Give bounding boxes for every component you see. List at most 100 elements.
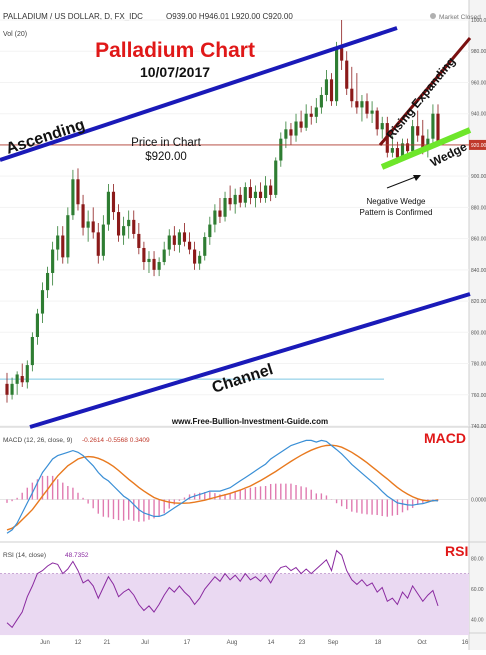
ohlc-values: O939.00 H946.01 L920.00 C920.00 <box>166 12 293 21</box>
candle-body <box>81 204 85 228</box>
candle-body <box>421 135 425 149</box>
candle-body <box>426 138 430 149</box>
macd-line <box>6 439 439 534</box>
candle-body <box>294 121 298 136</box>
candle-body <box>177 232 181 245</box>
rsi-band <box>0 573 469 636</box>
candle-body <box>284 129 288 139</box>
candle-body <box>25 365 29 383</box>
ascending-channel-upper <box>0 26 398 162</box>
price-tick-label: 780.00 <box>471 362 486 368</box>
price-tick-label: 1000.00 <box>471 18 486 24</box>
candle-body <box>71 179 75 216</box>
candle-body <box>274 160 278 195</box>
candle-body <box>289 129 293 136</box>
candle-body <box>329 79 334 102</box>
price-tick-label: 740.00 <box>471 424 486 430</box>
time-tick-label: 14 <box>268 640 275 646</box>
watermark: www.Free-Bullion-Investment-Guide.com <box>171 417 328 426</box>
candle-body <box>299 121 303 128</box>
candle-body <box>269 185 273 195</box>
time-axis: Jun 12 21 Jul 17 Aug 14 23 Sep 18 Oct 16 <box>40 640 469 646</box>
candle-body <box>355 101 359 108</box>
negative-wedge-arrowhead <box>413 175 421 181</box>
candle-body <box>218 210 222 217</box>
rsi-badge: RSI <box>445 543 468 559</box>
wedge-upper-line <box>378 37 472 146</box>
candle-body <box>340 48 344 61</box>
candle-body <box>436 113 440 145</box>
candle-body <box>111 191 116 213</box>
candle-body <box>213 210 217 225</box>
candle-body <box>66 215 70 258</box>
rsi-overbought-oversold-band <box>0 573 469 636</box>
candle-body <box>375 110 379 130</box>
macd-lines <box>6 439 439 534</box>
candle-body <box>132 219 136 234</box>
candle-body <box>390 148 394 153</box>
candle-body <box>152 258 156 270</box>
candle-body <box>380 123 384 130</box>
price-tick-label: 820.00 <box>471 299 486 305</box>
candle-body <box>370 110 374 114</box>
price-axis-background <box>469 0 486 650</box>
candle-body <box>365 101 369 114</box>
price-tick-label: 980.00 <box>471 49 486 55</box>
time-tick-label: 12 <box>75 640 82 646</box>
candle-body <box>248 187 252 199</box>
price-tick-label: 860.00 <box>471 237 486 243</box>
rsi-axis-ticks: 80.00 60.00 40.00 <box>471 556 484 623</box>
symbol-line[interactable]: PALLADIUM / US DOLLAR, D, FX_IDC <box>3 12 143 21</box>
candle-body <box>162 249 166 263</box>
candle-body <box>106 191 110 225</box>
last-price-group: 920.00 <box>0 139 486 150</box>
candle-body <box>40 290 45 314</box>
rsi-value: 48.7352 <box>65 552 89 559</box>
price-tick-label: 840.00 <box>471 268 486 274</box>
candle-body <box>35 313 39 337</box>
candle-body <box>147 258 151 263</box>
candle-body <box>142 247 146 263</box>
candle-body <box>304 113 308 128</box>
last-price-tag-label: 920.00 <box>471 143 486 149</box>
candle-body <box>172 235 176 245</box>
price-tick-label: 800.00 <box>471 330 486 336</box>
time-tick-label: Aug <box>227 640 238 646</box>
time-tick-label: Oct <box>417 640 427 646</box>
candle-body <box>360 101 364 108</box>
candle-body <box>431 113 435 139</box>
rising-expanding-label: Rising Expanding <box>383 54 458 142</box>
channel-label: Channel <box>210 361 275 397</box>
candle-body <box>395 148 400 158</box>
candle-body <box>233 194 237 205</box>
ascending-channel-lower <box>29 292 471 429</box>
negative-wedge-text-1: Negative Wedge <box>367 197 427 206</box>
market-status-icon <box>430 13 436 19</box>
rsi-line <box>6 549 439 629</box>
rsi-label[interactable]: RSI (14, close) <box>3 552 46 559</box>
negative-wedge-text-2: Pattern is Confirmed <box>360 208 433 217</box>
chart-title: Palladium Chart <box>95 39 255 62</box>
macd-values: -0.2614 -0.5568 0.3409 <box>82 437 150 444</box>
time-tick-label: 16 <box>462 640 469 646</box>
price-tick-label: 760.00 <box>471 393 486 399</box>
chart-date: 10/07/2017 <box>140 64 210 80</box>
price-tick-label: 960.00 <box>471 80 486 86</box>
candle-body <box>345 60 349 89</box>
candle-body <box>243 187 247 203</box>
candle-body <box>416 126 420 136</box>
candle-body <box>411 126 415 152</box>
volume-label[interactable]: Vol (20) <box>3 31 27 38</box>
candle-body <box>20 376 24 383</box>
time-tick-label: Jun <box>40 640 50 646</box>
time-tick-label: 17 <box>184 640 191 646</box>
candle-body <box>208 224 212 238</box>
candle-body <box>264 185 268 199</box>
candle-body <box>137 233 141 248</box>
macd-tick-label: 0.0000 <box>471 498 486 504</box>
candle-body <box>335 48 339 102</box>
candle-body <box>350 88 354 102</box>
macd-label[interactable]: MACD (12, 26, close, 9) <box>3 437 72 444</box>
candle-body <box>15 374 19 384</box>
